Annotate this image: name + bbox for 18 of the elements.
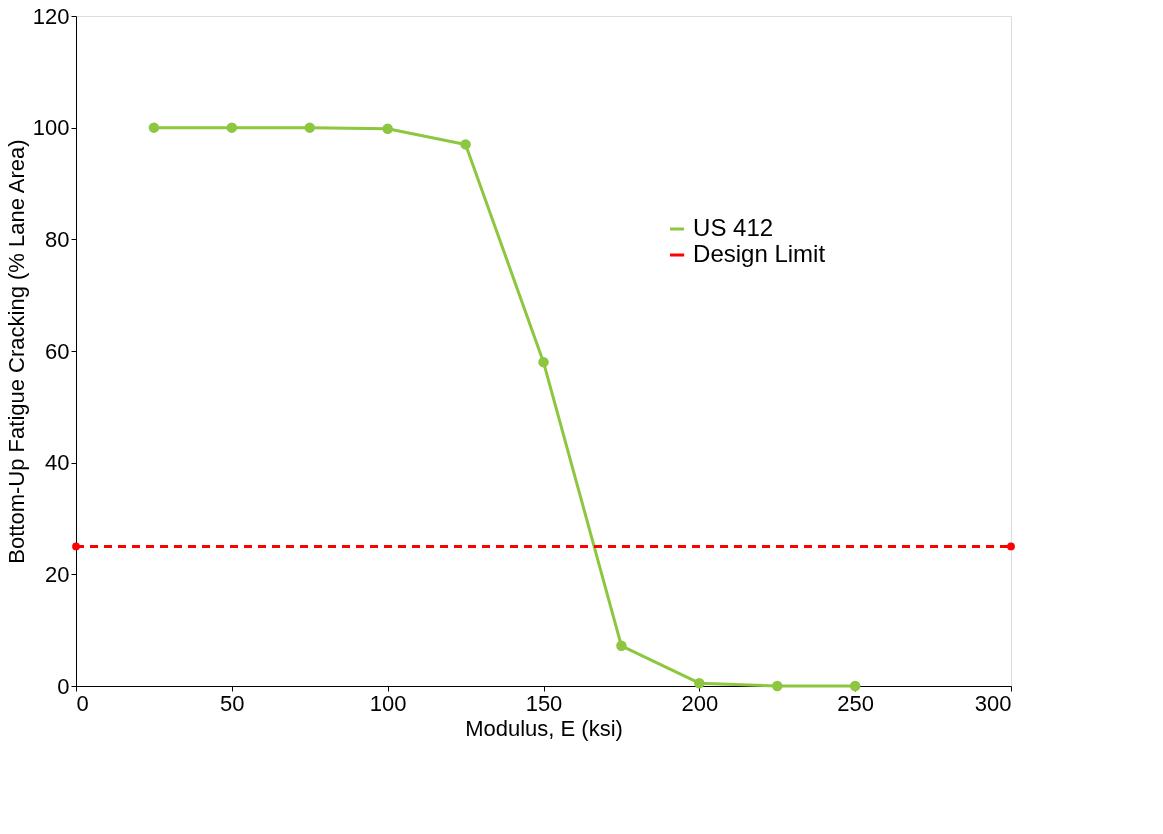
y-tick-label: 40 [45, 450, 70, 476]
legend-label: US 412 [693, 214, 774, 241]
y-tick-label: 100 [32, 115, 70, 141]
x-tick-label: 100 [369, 690, 407, 716]
y-axis-title: Bottom-Up Fatigue Cracking (% Lane Area) [3, 139, 29, 564]
x-tick-label: 0 [76, 690, 89, 716]
x-tick-label: 50 [220, 690, 245, 716]
y-tick-label: 20 [45, 561, 70, 587]
x-tick-label: 250 [837, 690, 875, 716]
y-tick-label: 0 [57, 673, 70, 699]
x-axis-title: Modulus, E (ksi) [465, 715, 623, 741]
x-tick-label: 300 [974, 690, 1012, 716]
x-tick-label: 150 [525, 690, 563, 716]
y-tick-label: 60 [45, 338, 70, 364]
legend-label: Design Limit [693, 240, 826, 267]
x-tick-label: 200 [681, 690, 719, 716]
y-tick-label: 80 [45, 226, 70, 252]
y-tick-label: 120 [32, 3, 70, 29]
